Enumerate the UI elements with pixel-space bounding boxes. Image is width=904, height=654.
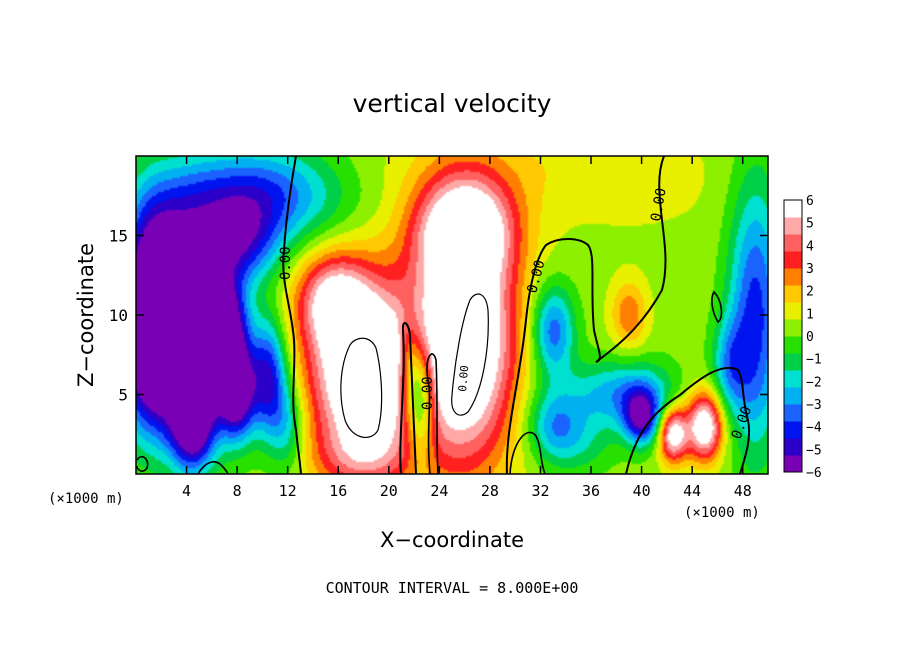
colorbar-tick-label: 6 bbox=[806, 194, 814, 209]
y-axis-label: Z−coordinate bbox=[74, 243, 98, 387]
y-tick-label: 5 bbox=[118, 386, 128, 405]
contour-line bbox=[197, 461, 229, 475]
colorbar-swatch bbox=[784, 404, 802, 422]
x-tick-label: 44 bbox=[683, 482, 701, 500]
colorbar-swatch bbox=[784, 370, 802, 388]
x-tick-label: 28 bbox=[481, 482, 499, 500]
colorbar-tick-label: 1 bbox=[806, 307, 814, 322]
contour-label: 0.00 bbox=[420, 376, 436, 410]
contour-line bbox=[399, 322, 417, 475]
colorbar-frame bbox=[783, 199, 803, 473]
x-tick-label: 40 bbox=[633, 482, 651, 500]
contour-line bbox=[451, 293, 489, 416]
colorbar-swatch bbox=[784, 353, 802, 371]
contour-line bbox=[711, 290, 723, 324]
x-unit-left: (×1000 m) bbox=[48, 491, 124, 507]
colorbar-tick-label: 4 bbox=[806, 239, 814, 254]
contour-line bbox=[340, 337, 383, 438]
colorbar-tick-label: −1 bbox=[806, 353, 822, 368]
colorbar-swatch bbox=[784, 319, 802, 337]
zero-contours bbox=[136, 155, 750, 475]
y-tick-label: 15 bbox=[109, 227, 128, 246]
colorbar-tick-label: −2 bbox=[806, 375, 822, 390]
colorbar-swatch bbox=[784, 387, 802, 405]
colorbar-tick-label: 2 bbox=[806, 285, 814, 300]
colorbar-tick-label: 3 bbox=[806, 262, 814, 277]
contour-line bbox=[625, 366, 750, 475]
x-tick-label: 32 bbox=[531, 482, 549, 500]
colorbar-swatch bbox=[784, 217, 802, 235]
colorbar-tick-label: 5 bbox=[806, 217, 814, 232]
x-tick-label: 20 bbox=[380, 482, 398, 500]
contour-line bbox=[426, 353, 439, 475]
x-axis-label: X−coordinate bbox=[380, 528, 524, 552]
colorbar-swatch bbox=[784, 268, 802, 286]
x-unit-right: (×1000 m) bbox=[684, 505, 760, 521]
x-tick-label: 24 bbox=[430, 482, 448, 500]
plot-area: 0.00 0.00 0.00 0.00 0.00 0.00 4 8 12 16 20 24… bbox=[109, 155, 769, 500]
colorbar-swatch bbox=[784, 251, 802, 269]
chart-title: vertical velocity bbox=[353, 89, 552, 118]
colorbar-tick-label: −3 bbox=[806, 398, 822, 413]
colorbar-swatch bbox=[784, 421, 802, 439]
contour-line bbox=[282, 155, 302, 475]
colorbar-swatch bbox=[784, 285, 802, 303]
x-tick-label: 48 bbox=[734, 482, 752, 500]
colorbar-swatch bbox=[784, 455, 802, 473]
colorbar-swatch bbox=[784, 336, 802, 354]
x-tick-label: 16 bbox=[329, 482, 347, 500]
x-tick-label: 4 bbox=[182, 482, 191, 500]
contour-line bbox=[136, 455, 149, 472]
contour-label: 0.00 bbox=[278, 246, 294, 280]
contour-interval-note: CONTOUR INTERVAL = 8.000E+00 bbox=[326, 579, 579, 597]
x-tick-label: 36 bbox=[582, 482, 600, 500]
contour-label: 0.00 bbox=[648, 187, 670, 223]
colorbar-tick-label: 0 bbox=[806, 330, 814, 345]
x-tick-label: 12 bbox=[279, 482, 297, 500]
colorbar-tick-label: −6 bbox=[806, 466, 822, 481]
x-tick-label: 8 bbox=[233, 482, 242, 500]
colorbar-swatch bbox=[784, 200, 802, 218]
colorbar-swatch bbox=[784, 234, 802, 252]
colorbar-tick-label: −4 bbox=[806, 421, 822, 436]
contour-line bbox=[509, 431, 546, 475]
contour-label: 0.00 bbox=[456, 365, 471, 393]
colorbar-swatch bbox=[784, 302, 802, 320]
colorbar-tick-label: −5 bbox=[806, 443, 822, 458]
colorbar-swatch bbox=[784, 438, 802, 456]
y-tick-label: 10 bbox=[109, 306, 128, 325]
contour-line bbox=[505, 155, 667, 475]
velocity-heatmap bbox=[136, 156, 768, 474]
colorbar: 6 5 4 3 2 1 0 −1 −2 −3 −4 −5 −6 bbox=[783, 194, 822, 481]
